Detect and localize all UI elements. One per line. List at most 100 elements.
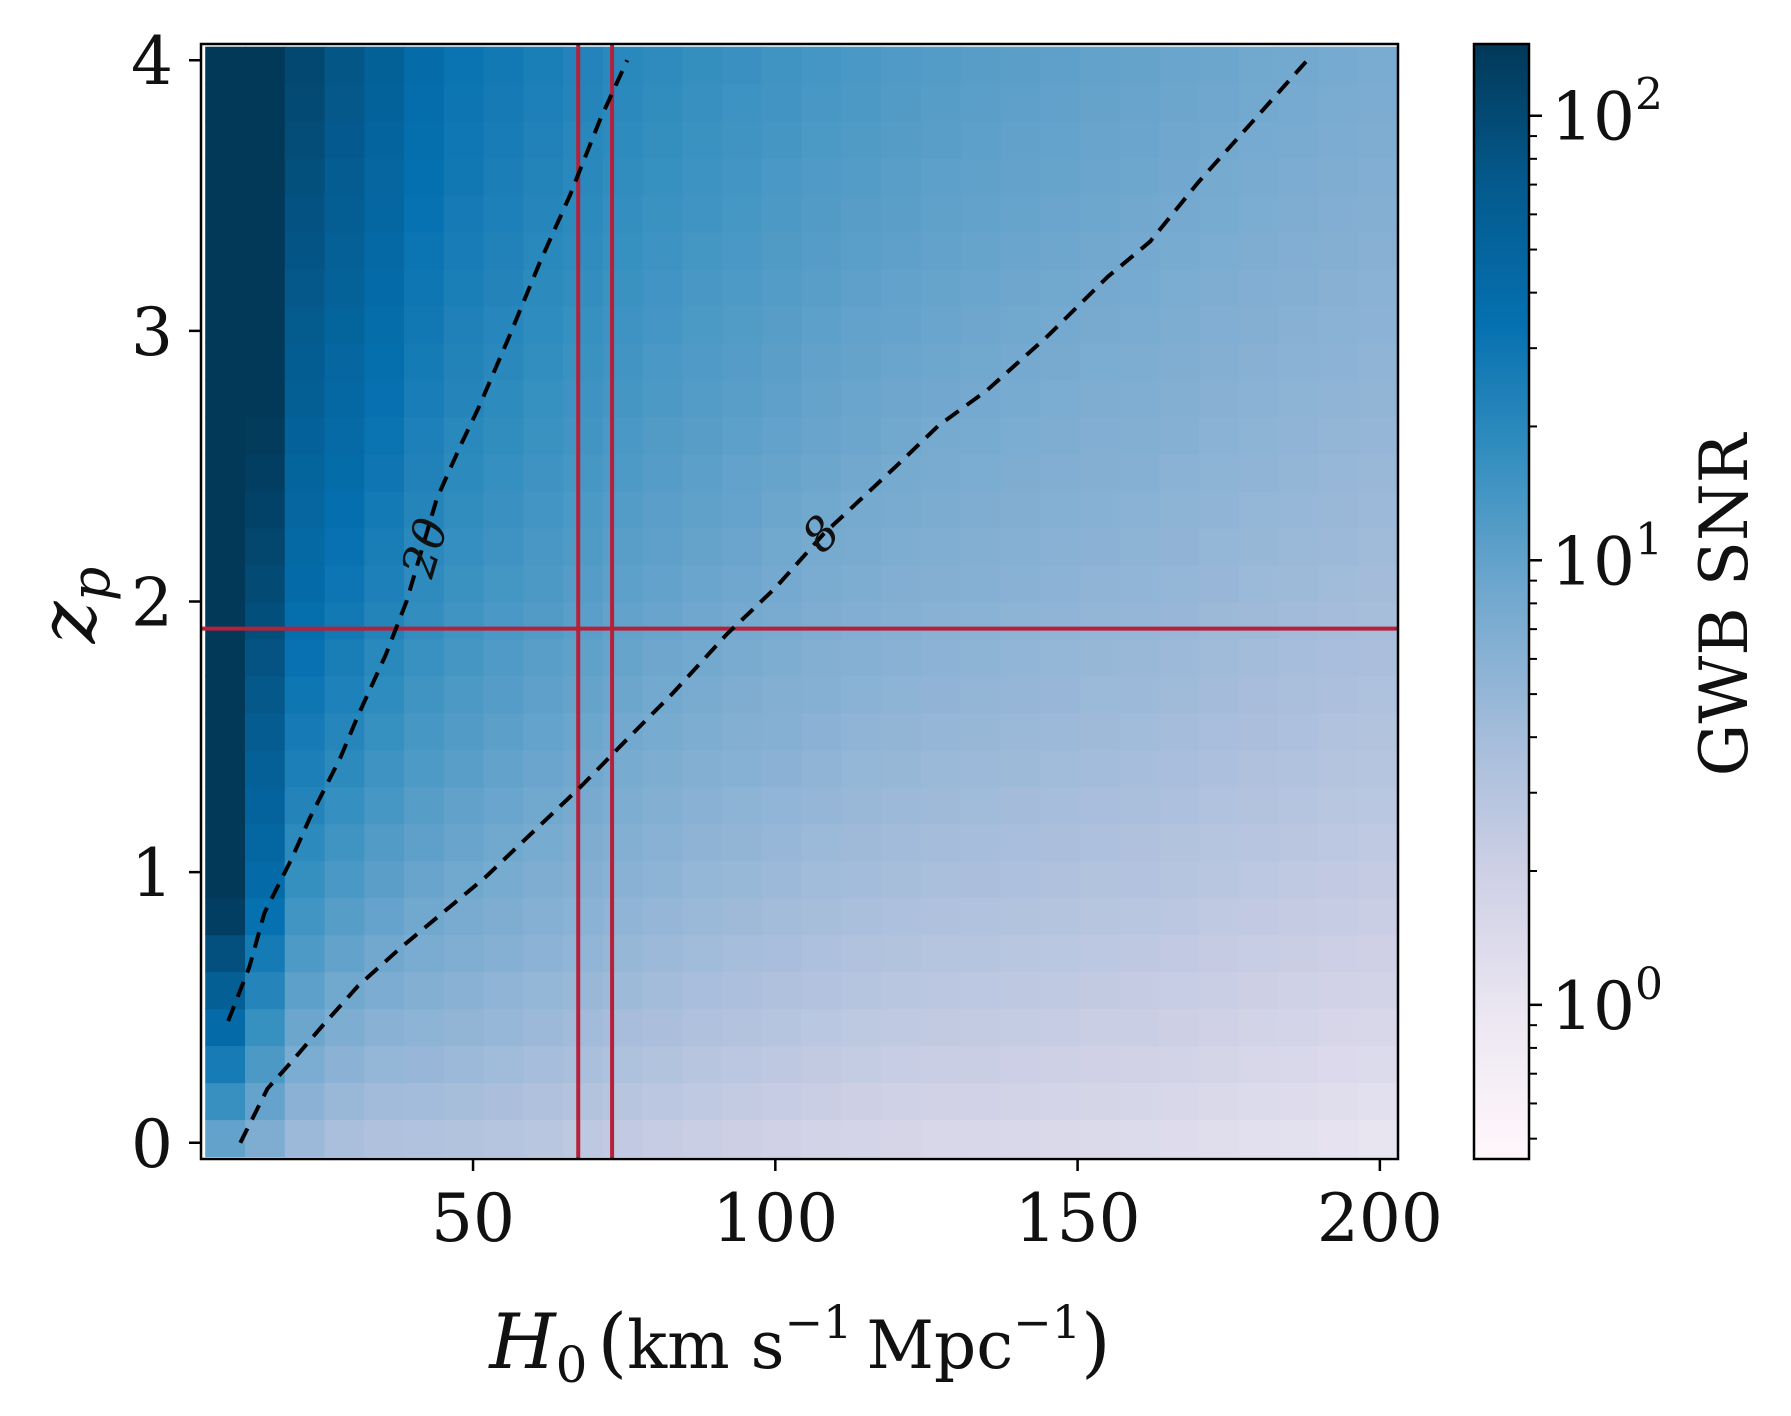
heatmap-cell xyxy=(682,934,723,973)
heatmap-cell xyxy=(682,342,723,381)
heatmap-cell xyxy=(602,416,644,455)
heatmap-cell xyxy=(1079,1082,1121,1121)
heatmap-cell xyxy=(682,786,723,825)
heatmap-cell xyxy=(722,83,763,122)
heatmap-cell xyxy=(801,749,843,788)
heatmap-cell xyxy=(801,712,843,751)
heatmap-cell xyxy=(1199,1082,1240,1121)
heatmap-cell xyxy=(324,786,366,825)
heatmap-cell xyxy=(404,416,445,455)
heatmap-cell xyxy=(483,1008,525,1047)
heatmap-cell xyxy=(483,823,525,862)
heatmap-cell xyxy=(920,157,962,196)
heatmap-cell xyxy=(682,971,723,1010)
heatmap-cell xyxy=(205,305,246,344)
heatmap-cell xyxy=(1119,860,1161,899)
heatmap-cell xyxy=(801,83,843,122)
heatmap-cell xyxy=(960,786,1002,825)
heatmap-cell xyxy=(1238,971,1280,1010)
heatmap-cell xyxy=(523,897,564,936)
heatmap-cell xyxy=(881,194,922,233)
heatmap-cell xyxy=(642,749,684,788)
heatmap-cell xyxy=(920,268,962,307)
heatmap-cell xyxy=(761,934,803,973)
heatmap-cell xyxy=(284,897,326,936)
heatmap-cell xyxy=(205,527,246,566)
heatmap-cell xyxy=(483,897,525,936)
heatmap-cell xyxy=(841,712,882,751)
heatmap-cell xyxy=(841,1119,882,1158)
heatmap-cell xyxy=(483,971,525,1010)
heatmap-cell xyxy=(1238,1119,1280,1158)
heatmap-cell xyxy=(1358,860,1398,899)
heatmap-cell xyxy=(881,157,922,196)
heatmap-cell xyxy=(1000,194,1041,233)
heatmap-cell xyxy=(523,1119,564,1158)
heatmap-cell xyxy=(1358,120,1398,159)
heatmap-cell xyxy=(722,897,763,936)
heatmap-cell xyxy=(563,157,604,196)
heatmap-cell xyxy=(1159,638,1201,677)
heatmap-cell xyxy=(1358,379,1398,418)
heatmap-cell xyxy=(1278,934,1320,973)
heatmap-cell xyxy=(801,786,843,825)
heatmap-cell xyxy=(1119,897,1161,936)
heatmap-cell xyxy=(364,823,405,862)
heatmap-cell xyxy=(1159,268,1201,307)
heatmap-cell xyxy=(1199,527,1240,566)
heatmap-cell xyxy=(443,675,485,714)
heatmap-cell xyxy=(1040,231,1081,270)
heatmap-cell xyxy=(404,601,445,640)
heatmap-cell xyxy=(483,157,525,196)
heatmap-cell xyxy=(1358,268,1398,307)
heatmap-cell xyxy=(920,46,962,85)
heatmap-cell xyxy=(761,83,803,122)
heatmap-cell xyxy=(801,453,843,492)
heatmap-cell xyxy=(801,416,843,455)
heatmap-cell xyxy=(682,194,723,233)
heatmap-cell xyxy=(284,305,326,344)
heatmap-cell xyxy=(563,268,604,307)
heatmap-cell xyxy=(801,157,843,196)
heatmap-cell xyxy=(1159,897,1201,936)
heatmap-cell xyxy=(1199,712,1240,751)
heatmap-cell xyxy=(642,675,684,714)
heatmap-cell xyxy=(1040,601,1081,640)
heatmap-cell xyxy=(1000,934,1041,973)
heatmap-cell xyxy=(1040,564,1081,603)
heatmap-cell xyxy=(1318,1119,1360,1158)
heatmap-cell xyxy=(1278,157,1320,196)
heatmap-cell xyxy=(563,934,604,973)
heatmap-cell xyxy=(1079,1045,1121,1084)
heatmap-cell xyxy=(1119,601,1161,640)
heatmap-cell xyxy=(205,1082,246,1121)
heatmap-cell xyxy=(1238,157,1280,196)
heatmap-cell xyxy=(1040,934,1081,973)
heatmap-cell xyxy=(1318,194,1360,233)
heatmap-cell xyxy=(404,1045,445,1084)
heatmap-cell xyxy=(722,231,763,270)
heatmap-cell xyxy=(404,897,445,936)
heatmap-cell xyxy=(364,601,405,640)
heatmap-cell xyxy=(364,305,405,344)
heatmap-cell xyxy=(722,712,763,751)
x-axis-label-sub: 0 xyxy=(556,1336,588,1394)
x-axis-label-units2: Mpc xyxy=(866,1307,1013,1384)
heatmap-cell xyxy=(602,675,644,714)
heatmap-cell xyxy=(1119,268,1161,307)
heatmap-cell xyxy=(1199,490,1240,529)
heatmap-cell xyxy=(761,1045,803,1084)
heatmap-cell xyxy=(1119,416,1161,455)
heatmap-cell xyxy=(761,416,803,455)
heatmap-cell xyxy=(523,453,564,492)
heatmap-cell xyxy=(1318,1045,1360,1084)
heatmap-cell xyxy=(1278,712,1320,751)
heatmap-cell xyxy=(1278,120,1320,159)
heatmap-cell xyxy=(1000,1008,1041,1047)
heatmap-cell xyxy=(642,416,684,455)
heatmap-cell xyxy=(523,120,564,159)
heatmap-cell xyxy=(523,1045,564,1084)
heatmap-cell xyxy=(205,416,246,455)
heatmap-cell xyxy=(1000,157,1041,196)
colorbar-tick-base: 10 xyxy=(1551,79,1635,156)
